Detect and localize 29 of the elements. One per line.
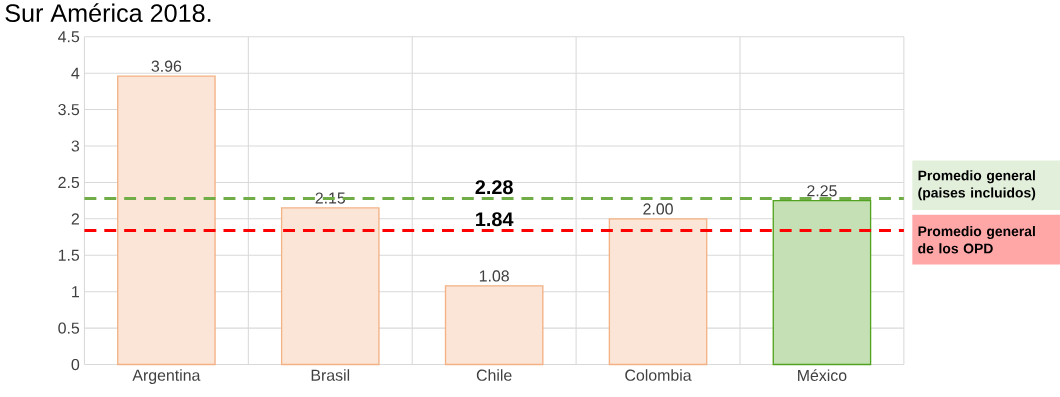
ref-line-label: Promedio general de los OPD xyxy=(918,225,1035,254)
annotation: 2.28 xyxy=(475,180,513,195)
y-tick-label: 2.5 xyxy=(58,176,80,188)
y-tick-label: 0.5 xyxy=(58,322,80,334)
y-tick-label: 3.5 xyxy=(58,103,80,116)
bar xyxy=(280,207,380,366)
data-label: 1.08 xyxy=(479,270,509,282)
data-label: 3.96 xyxy=(151,60,182,72)
annotation: 1.84 xyxy=(476,212,514,227)
x-tick-label: México xyxy=(798,369,847,381)
y-tick-label: 2 xyxy=(71,213,79,225)
bar xyxy=(772,199,872,366)
y-tick-label: 1.5 xyxy=(58,249,80,261)
data-label: 2.00 xyxy=(643,203,673,215)
ref-line-label: Promedio general (paises incluidos) xyxy=(918,170,1036,201)
x-tick-label: Argentina xyxy=(132,369,201,384)
y-tick-label: 3 xyxy=(71,140,80,152)
bar xyxy=(117,75,216,366)
y-tick-label: 1 xyxy=(72,286,79,298)
x-tick-label: Chile xyxy=(476,369,512,381)
y-tick-label: 4.5 xyxy=(58,31,80,43)
data-label: 2.25 xyxy=(807,185,837,197)
y-tick-label: 4 xyxy=(71,67,80,79)
bar xyxy=(444,285,544,366)
y-tick-label: 0 xyxy=(71,358,80,370)
bar xyxy=(608,218,708,366)
chart-title: Sur América 2018. xyxy=(5,3,211,22)
x-tick-label: Brasil xyxy=(311,369,350,381)
x-tick-label: Colombia xyxy=(625,369,692,381)
